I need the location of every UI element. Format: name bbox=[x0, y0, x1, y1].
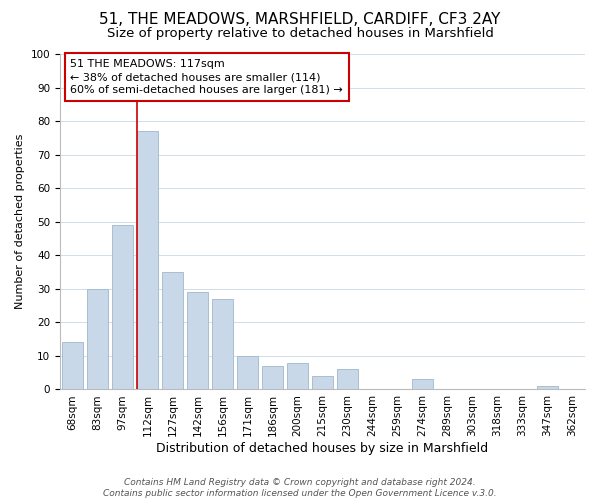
Text: Size of property relative to detached houses in Marshfield: Size of property relative to detached ho… bbox=[107, 28, 493, 40]
Text: 51 THE MEADOWS: 117sqm
← 38% of detached houses are smaller (114)
60% of semi-de: 51 THE MEADOWS: 117sqm ← 38% of detached… bbox=[70, 59, 343, 96]
Bar bbox=[137, 131, 158, 390]
Bar bbox=[537, 386, 558, 390]
Bar bbox=[262, 366, 283, 390]
Bar bbox=[312, 376, 333, 390]
Bar bbox=[62, 342, 83, 390]
Bar bbox=[337, 370, 358, 390]
Bar bbox=[287, 362, 308, 390]
Bar bbox=[412, 380, 433, 390]
Bar bbox=[237, 356, 258, 390]
Text: 51, THE MEADOWS, MARSHFIELD, CARDIFF, CF3 2AY: 51, THE MEADOWS, MARSHFIELD, CARDIFF, CF… bbox=[100, 12, 500, 28]
X-axis label: Distribution of detached houses by size in Marshfield: Distribution of detached houses by size … bbox=[157, 442, 488, 455]
Bar bbox=[112, 225, 133, 390]
Y-axis label: Number of detached properties: Number of detached properties bbox=[15, 134, 25, 310]
Bar bbox=[187, 292, 208, 390]
Bar bbox=[162, 272, 183, 390]
Bar bbox=[87, 289, 108, 390]
Text: Contains HM Land Registry data © Crown copyright and database right 2024.
Contai: Contains HM Land Registry data © Crown c… bbox=[103, 478, 497, 498]
Bar bbox=[212, 299, 233, 390]
